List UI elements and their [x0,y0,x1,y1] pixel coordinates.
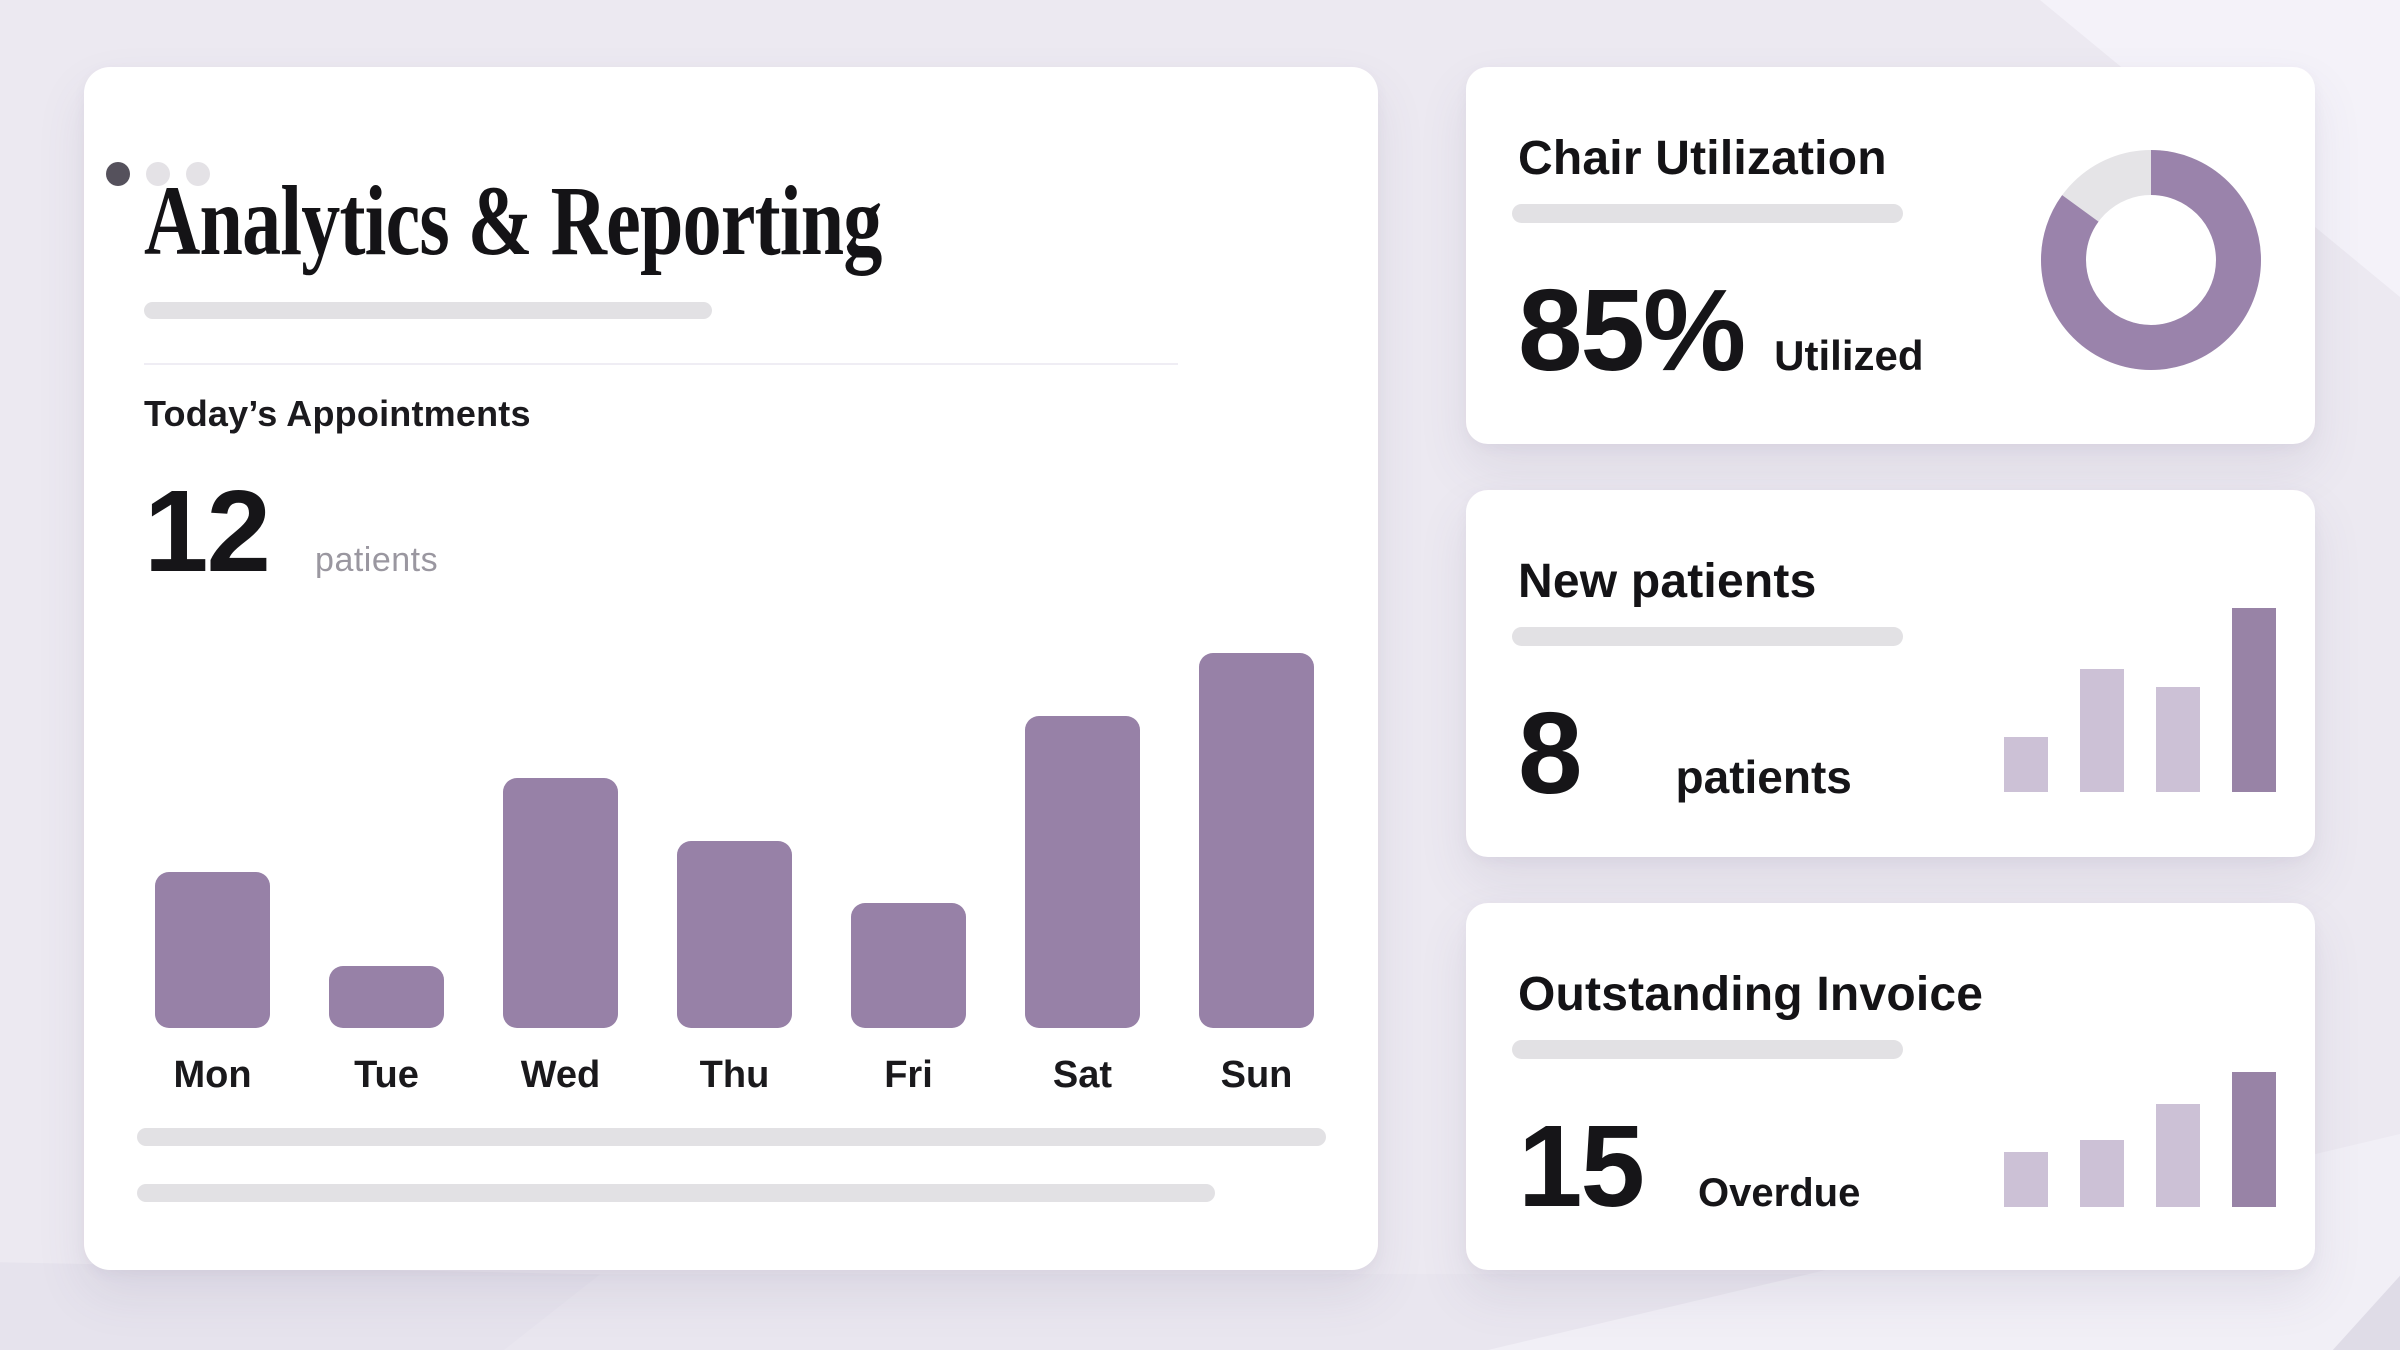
bar-column: Tue [329,653,444,1097]
overdue-stat: 15 Overdue [1518,1108,1860,1224]
page-title: Analytics & Reporting [144,165,882,276]
bar-column: Thu [677,653,792,1097]
window-dot-1[interactable] [106,162,130,186]
bar [2232,1072,2276,1207]
donut-value-arc [2041,150,2261,370]
bar-column: Wed [503,653,618,1097]
stat-value: 15 [1518,1101,1645,1231]
skeleton-line [137,1184,1215,1202]
axis-tick-label: Sat [1052,1054,1113,1096]
skeleton-line [137,1128,1326,1146]
analytics-reporting-card: Analytics & Reporting Today’s Appointmen… [84,67,1378,1270]
axis-tick-label: Wed [520,1054,601,1096]
skeleton-line [1512,204,1903,223]
new-patients-stat: 8 patients [1518,695,1852,811]
bar [2004,736,2048,792]
axis-tick-label: Tue [354,1054,419,1096]
bar-column: Sun [1199,653,1314,1097]
bar [329,965,444,1028]
bar-column: Sat [1025,653,1140,1097]
window-dot-3[interactable] [186,162,210,186]
weekly-appointments-bar-chart: Mon Tue Wed Thu Fri Sat Sun [155,653,1314,1097]
new-patients-mini-bar-chart [2004,608,2276,792]
bar-column [2232,608,2276,792]
skeleton-line [144,302,712,319]
bar-column [2080,1072,2124,1207]
bar-column: Mon [155,653,270,1097]
bar [1199,653,1314,1028]
stat-value: 12 [144,466,271,596]
skeleton-line [1512,627,1903,646]
bar-column [2080,608,2124,792]
bar-column [2004,608,2048,792]
chair-utilization-card: Chair Utilization 85% Utilized [1466,67,2315,444]
outstanding-invoice-mini-bar-chart [2004,1072,2276,1207]
new-patients-card: New patients 8 patients [1466,490,2315,857]
stat-label: Utilized [1774,332,1924,379]
bar [2080,668,2124,792]
bar [2232,608,2276,792]
bar [155,871,270,1028]
bar [2080,1139,2124,1207]
bar-column [2156,1072,2200,1207]
utilization-stat: 85% Utilized [1518,272,1924,388]
card-title: New patients [1518,555,1817,608]
stat-label: Overdue [1698,1171,1861,1215]
bar-column [2156,608,2200,792]
stat-value: 8 [1518,688,1583,818]
divider [144,363,1178,365]
window-dot-2[interactable] [146,162,170,186]
donut-svg [2041,150,2261,370]
bar [503,778,618,1028]
bar [851,903,966,1028]
card-title: Outstanding Invoice [1518,968,1984,1021]
outstanding-invoice-card: Outstanding Invoice 15 Overdue [1466,903,2315,1270]
chair-utilization-donut-chart [2041,150,2261,370]
background-band-bottom [0,1274,2400,1350]
stat-label: patients [1675,751,1852,803]
stat-value: 85% [1518,265,1746,395]
bar-column [2004,1072,2048,1207]
bar [2004,1151,2048,1207]
bar-column: Fri [851,653,966,1097]
appointments-subtitle: Today’s Appointments [144,393,531,434]
appointments-stat: 12 patients [144,473,438,589]
axis-tick-label: Fri [884,1054,933,1096]
axis-tick-label: Mon [173,1054,252,1096]
window-controls [106,162,210,186]
stat-unit: patients [315,541,439,579]
bar [1025,715,1140,1028]
axis-tick-label: Thu [699,1054,770,1096]
skeleton-line [1512,1040,1903,1059]
card-title: Chair Utilization [1518,132,1887,185]
bar [677,840,792,1028]
bar [2156,687,2200,792]
axis-tick-label: Sun [1220,1054,1293,1096]
bar-column [2232,1072,2276,1207]
bar [2156,1104,2200,1207]
